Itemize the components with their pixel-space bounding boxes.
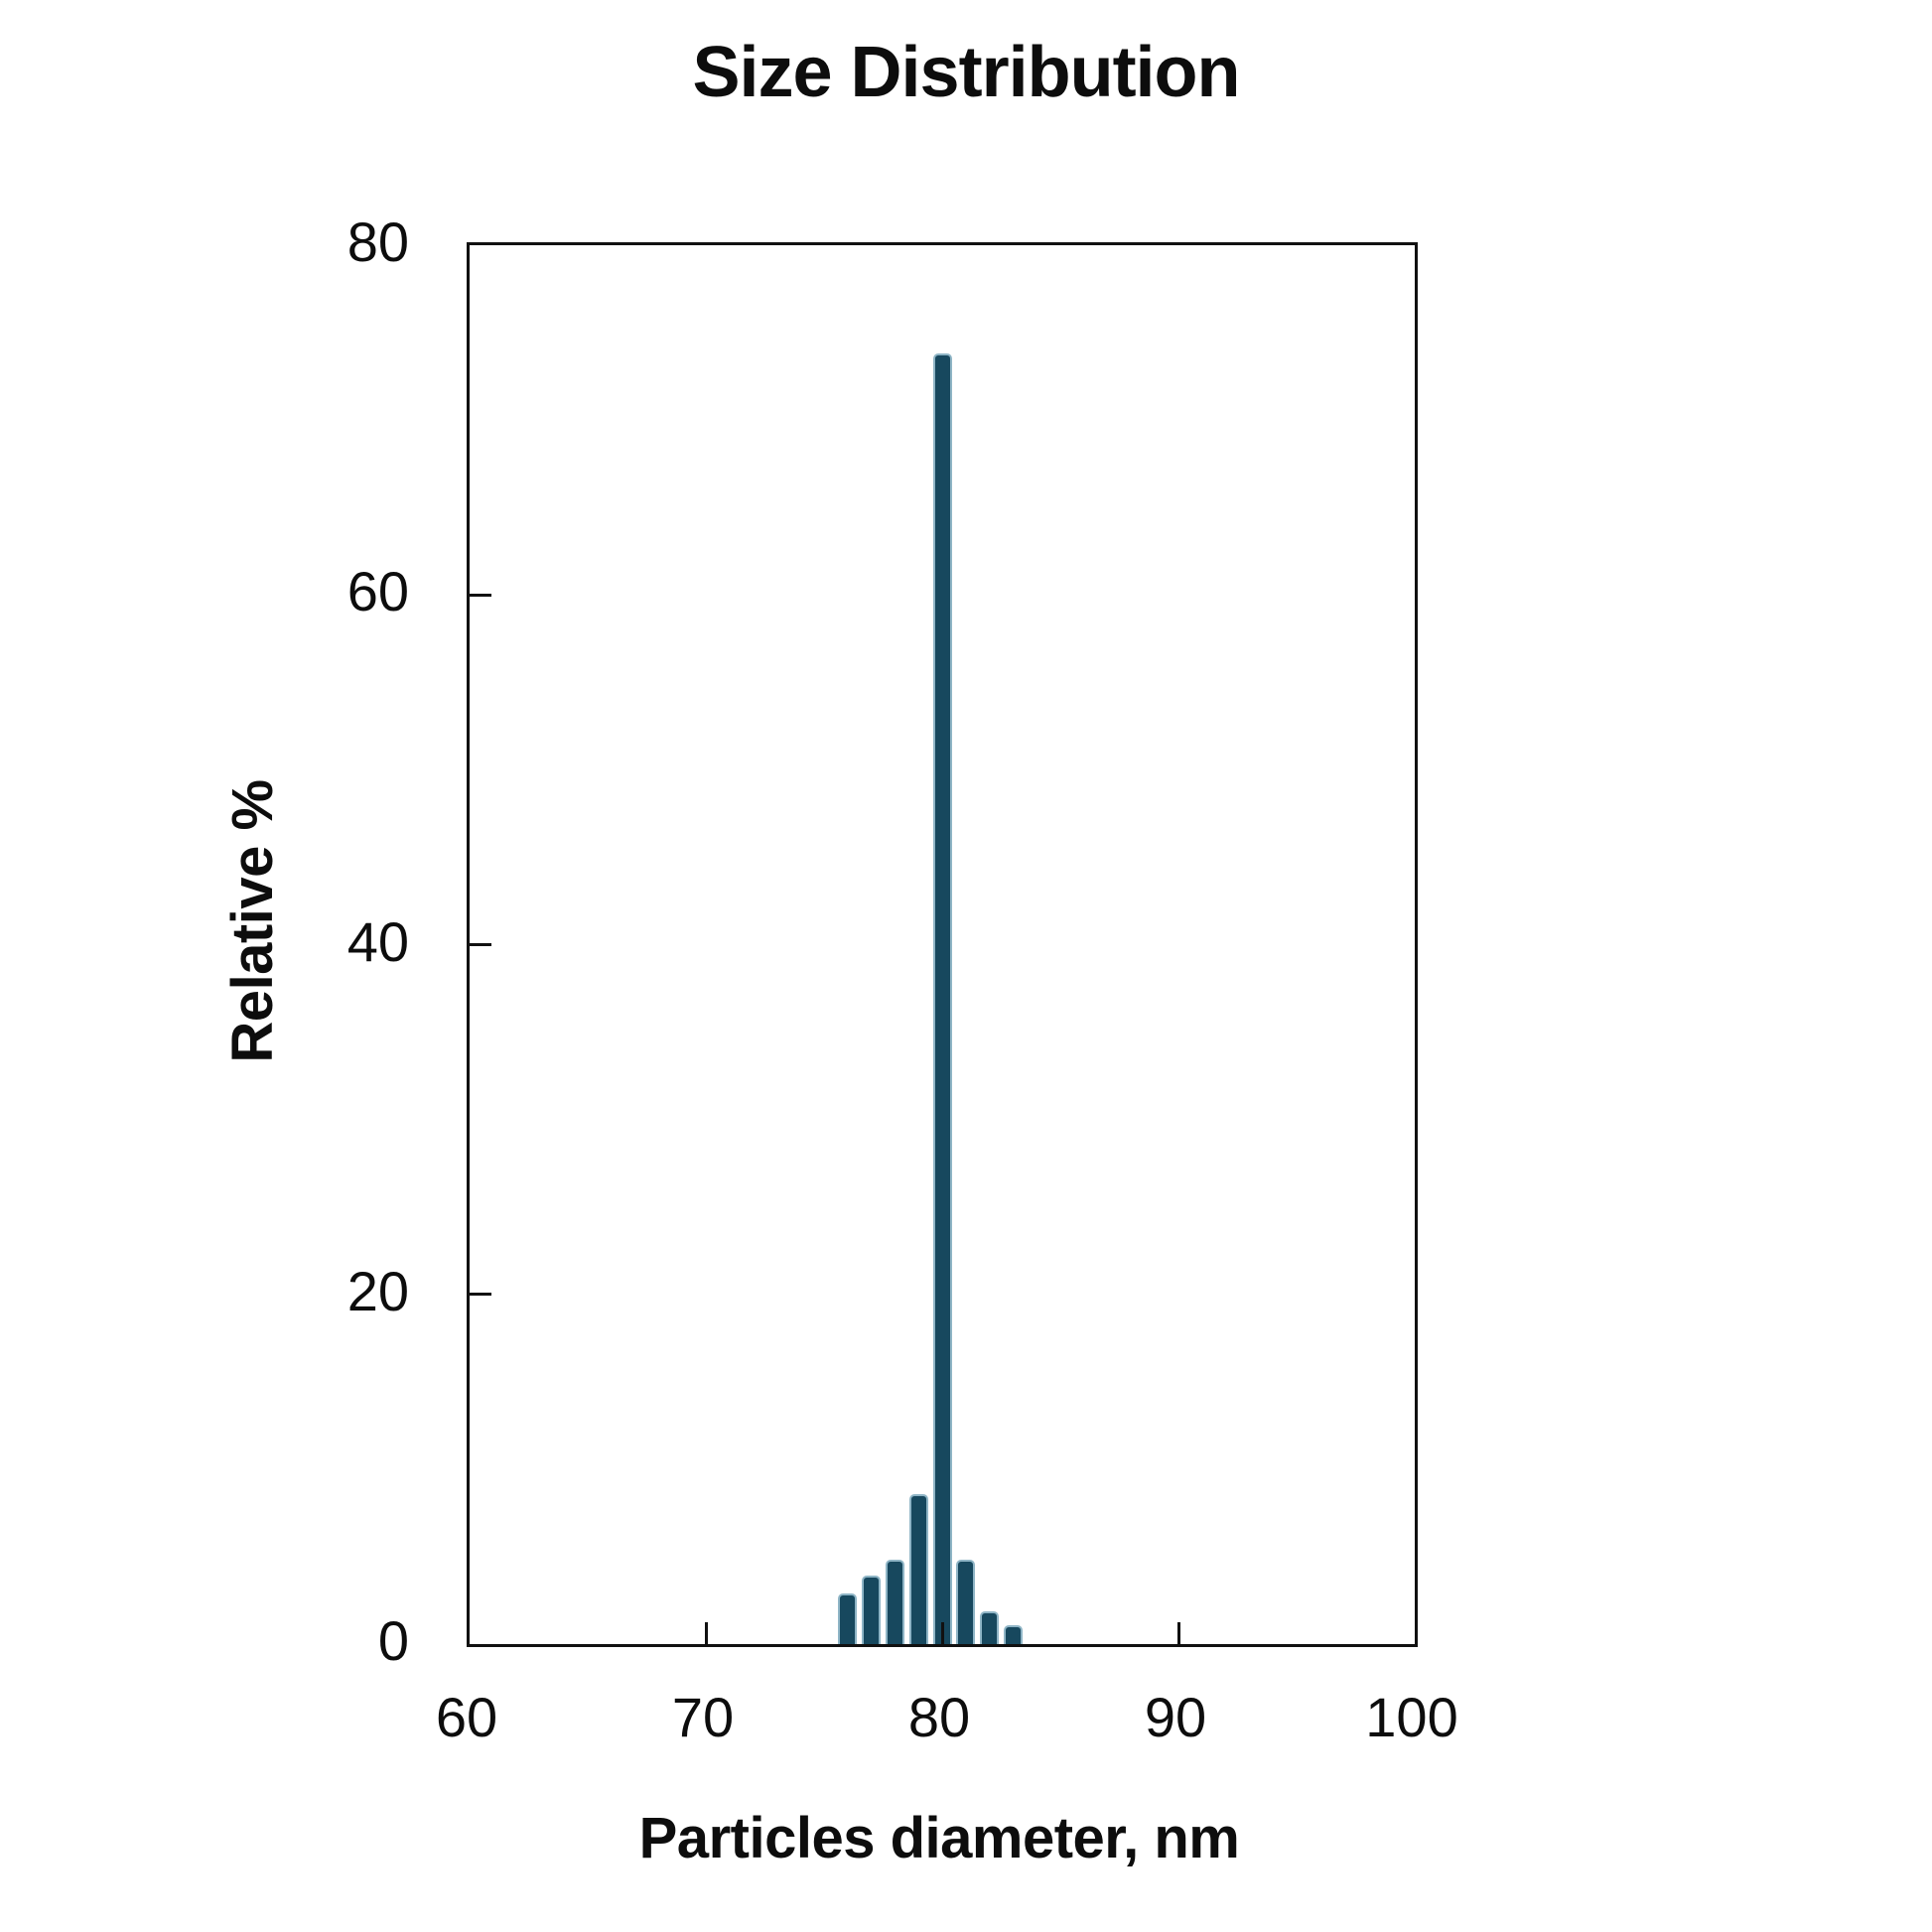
- x-tick-80: [940, 1622, 944, 1644]
- y-tick-label-0: 0: [377, 1609, 409, 1672]
- y-tick-label-20: 20: [346, 1259, 409, 1322]
- x-tick-label-90: 90: [1144, 1686, 1207, 1748]
- x-tick-90: [1176, 1622, 1180, 1644]
- y-tick-label-80: 80: [346, 210, 409, 273]
- bar-82nm: [980, 1611, 1000, 1644]
- y-tick-60: [470, 593, 491, 597]
- bar-76nm: [838, 1593, 858, 1644]
- bar-77nm: [862, 1576, 882, 1644]
- y-tick-label-60: 60: [346, 560, 409, 623]
- x-tick-label-70: 70: [671, 1686, 735, 1748]
- y-tick-label-40: 40: [346, 909, 409, 973]
- y-tick-20: [470, 1293, 491, 1297]
- bar-83nm: [1003, 1625, 1023, 1644]
- bar-79nm: [908, 1494, 928, 1644]
- chart-title: Size Distribution: [692, 33, 1240, 112]
- bar-80nm: [932, 353, 952, 1644]
- x-tick-label-80: 80: [907, 1686, 971, 1748]
- bar-81nm: [956, 1560, 976, 1644]
- x-tick-label-100: 100: [1365, 1686, 1458, 1748]
- plot-area: [467, 242, 1418, 1647]
- y-tick-40: [470, 943, 491, 946]
- bar-78nm: [885, 1560, 904, 1644]
- x-tick-70: [704, 1622, 708, 1644]
- x-tick-label-60: 60: [435, 1686, 498, 1748]
- x-axis-title: Particles diameter, nm: [638, 1806, 1240, 1870]
